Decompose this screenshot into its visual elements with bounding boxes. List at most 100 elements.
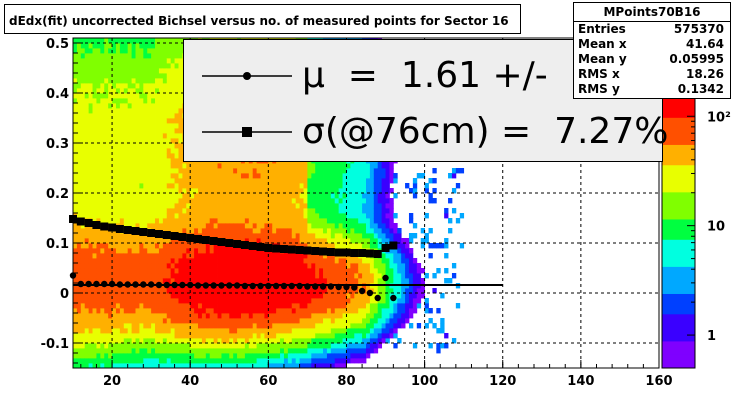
heatmap-cell <box>233 188 238 194</box>
heatmap-cell <box>342 203 347 209</box>
heatmap-cell <box>92 333 97 339</box>
heatmap-cell <box>119 268 125 274</box>
heatmap-cell <box>186 183 191 189</box>
heatmap-cell <box>209 193 215 199</box>
heatmap-cell <box>213 348 218 354</box>
heatmap-cell <box>127 313 132 319</box>
heatmap-cell <box>342 173 347 179</box>
heatmap-cell <box>194 228 199 234</box>
heatmap-cell <box>151 173 156 179</box>
heatmap-cell <box>287 208 293 214</box>
heatmap-cell <box>256 268 261 274</box>
heatmap-cell <box>108 233 113 239</box>
heatmap-cell <box>73 138 78 144</box>
heatmap-cell <box>131 88 136 94</box>
heatmap-cell <box>73 83 78 89</box>
heatmap-cell <box>155 143 160 149</box>
heatmap-cell <box>76 348 82 354</box>
heatmap-cell <box>84 88 90 94</box>
heatmap-cell <box>96 253 101 259</box>
heatmap-cell <box>354 278 359 284</box>
heatmap-cell <box>112 118 117 124</box>
heatmap-cell <box>233 308 238 314</box>
heatmap-cell <box>264 238 269 244</box>
heatmap-cell <box>256 348 261 354</box>
heatmap-cell <box>96 363 101 369</box>
heatmap-cell <box>295 278 300 284</box>
heatmap-cell <box>84 238 90 244</box>
heatmap-cell <box>190 333 195 339</box>
heatmap-cell <box>112 133 117 139</box>
heatmap-cell <box>166 288 172 294</box>
heatmap-cell <box>225 308 230 314</box>
heatmap-cell <box>115 83 121 89</box>
heatmap-cell <box>276 188 281 194</box>
heatmap-cell <box>147 238 152 244</box>
heatmap-cell <box>178 328 183 334</box>
heatmap-cell <box>323 268 328 274</box>
heatmap-cell <box>178 268 183 274</box>
heatmap-cell <box>88 68 93 74</box>
heatmap-cell <box>319 253 324 259</box>
heatmap-cell <box>104 213 109 219</box>
heatmap-cell <box>100 213 105 219</box>
heatmap-cell <box>252 308 258 314</box>
heatmap-cell <box>92 268 97 274</box>
heatmap-cell <box>131 103 136 109</box>
heatmap-cell <box>147 183 152 189</box>
heatmap-cell <box>112 143 117 149</box>
heatmap-cell <box>362 243 367 249</box>
heatmap-cell <box>112 293 117 299</box>
heatmap-cell <box>311 268 316 274</box>
heatmap-cell <box>92 158 97 164</box>
heatmap-cell <box>233 303 238 309</box>
heatmap-cell <box>366 193 371 199</box>
heatmap-cell <box>323 328 328 334</box>
heatmap-cell <box>264 268 269 274</box>
heatmap-cell <box>166 88 172 94</box>
heatmap-cell <box>76 73 82 79</box>
heatmap-cell <box>272 173 277 179</box>
heatmap-cell <box>334 208 340 214</box>
heatmap-cell <box>342 183 347 189</box>
heatmap-cell <box>323 228 328 234</box>
heatmap-cell <box>158 208 164 214</box>
heatmap-cell <box>162 313 168 319</box>
heatmap-cell <box>287 173 293 179</box>
heatmap-cell <box>362 183 367 189</box>
heatmap-cell <box>135 323 140 329</box>
heatmap-cell <box>112 208 117 214</box>
heatmap-cell <box>311 328 316 334</box>
heatmap-cell <box>229 363 234 369</box>
heatmap-cell <box>158 163 164 169</box>
heatmap-cell <box>229 173 234 179</box>
heatmap-cell <box>139 48 144 54</box>
heatmap-cell <box>88 338 93 344</box>
heatmap-cell <box>119 163 125 169</box>
heatmap-cell <box>92 178 97 184</box>
heatmap-cell <box>119 208 125 214</box>
heatmap-cell <box>115 263 121 269</box>
heatmap-cell <box>151 243 156 249</box>
heatmap-cell <box>240 278 246 284</box>
heatmap-cell <box>76 228 82 234</box>
heatmap-cell <box>155 258 160 264</box>
heatmap-cell <box>119 333 125 339</box>
heatmap-cell <box>174 268 179 274</box>
heatmap-cell <box>342 228 347 234</box>
heatmap-cell <box>350 278 355 284</box>
heatmap-cell <box>186 163 191 169</box>
heatmap-cell <box>166 193 172 199</box>
heatmap-cell <box>143 48 148 54</box>
heatmap-cell <box>73 183 78 189</box>
heatmap-cell <box>178 313 183 319</box>
heatmap-cell <box>174 263 179 269</box>
heatmap-cell <box>151 288 156 294</box>
heatmap-cell <box>342 268 347 274</box>
heatmap-cell <box>264 273 269 279</box>
heatmap-cell <box>76 328 82 334</box>
heatmap-cell <box>213 313 218 319</box>
heatmap-cell <box>131 273 136 279</box>
heatmap-cell <box>139 128 144 134</box>
heatmap-cell <box>174 168 179 174</box>
